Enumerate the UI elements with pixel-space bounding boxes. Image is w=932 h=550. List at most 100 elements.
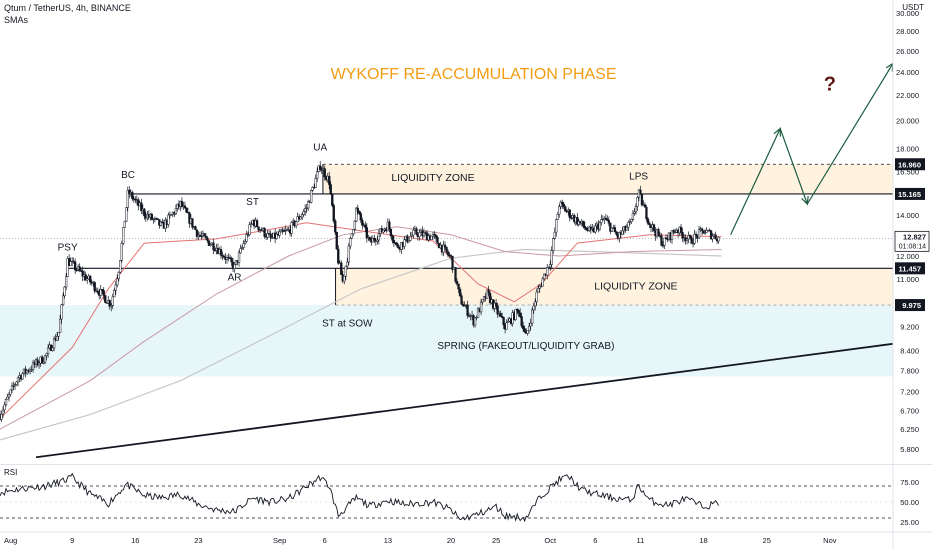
candle-body [331,193,334,206]
candle [3,401,6,414]
candle-body [305,207,308,210]
candle [221,251,224,261]
candle [461,301,465,307]
candle-body [561,201,564,205]
candle [156,218,160,221]
candle-body [702,230,705,234]
candle [364,221,367,233]
candle-body [458,288,462,296]
candle [479,298,483,316]
candle [117,271,120,282]
candle [60,303,63,324]
candle-body [104,295,107,303]
candle-body [191,218,194,228]
candle-body [52,338,56,349]
candle [389,228,393,238]
candle [598,221,601,232]
candle-body [541,278,544,287]
sma-slow-line [0,226,722,430]
candle-body [633,211,636,214]
candle [538,284,541,293]
candle [359,211,362,224]
x-tick-label: Aug [4,536,17,545]
candle-body [711,235,714,240]
candle-body [180,200,184,207]
candle-body [204,235,208,239]
candle [329,181,332,195]
candle [640,193,644,207]
candle-body [652,224,656,231]
rsi-pane [0,472,893,523]
candle [523,325,526,334]
candle-body [290,222,293,234]
candle [1,406,5,418]
candle-body [397,245,400,249]
candle [174,204,178,216]
candle-body [255,220,259,228]
candle-body [6,396,9,400]
sma-indicator-label[interactable]: SMAs [4,15,29,25]
candle [269,230,272,243]
candle [422,228,426,238]
candle [442,240,445,257]
candle-body [99,289,102,296]
candle-body [558,206,561,215]
candle [502,316,505,330]
candle-body [670,230,674,240]
candle-body [628,221,632,223]
candle-body [446,251,450,256]
candle-body [514,309,517,320]
candle [46,343,50,358]
candle [21,371,24,381]
candle [45,352,48,361]
candle-body [389,228,393,236]
candle [361,217,364,230]
zone-label-1: LIQUIDITY ZONE [594,281,677,293]
candle [16,376,20,387]
symbol-line[interactable]: Qtum / TetherUS, 4h, BINANCE [4,3,131,13]
candle [78,263,81,273]
candle-body [473,317,477,326]
candle [249,221,253,228]
candle [607,216,611,227]
candle [74,258,77,275]
candle-body [455,281,459,285]
candle [546,264,549,280]
candle-body [69,261,72,266]
candle [55,332,59,341]
candle-body [126,189,129,208]
y-tick-label: 11.000 [897,275,919,284]
candle [709,229,713,241]
candle [242,240,245,250]
candle [113,288,116,298]
candle [531,307,534,327]
candle-body [242,243,245,248]
price-marker-label: 15.165 [898,190,921,199]
candle-body [697,229,701,239]
candle [576,213,579,227]
candle [194,225,197,231]
annotation-st-at-sow: ST at SOW [322,319,373,330]
candle-body [352,229,355,235]
candle-body [693,233,696,244]
annotation-ar: AR [228,272,242,283]
candle [108,299,111,310]
candle-body [553,231,556,239]
projection-arrow-0 [773,127,781,137]
candle-body [337,248,340,264]
candle-body [86,278,89,281]
candle-body [295,221,298,227]
candle-body [564,206,567,212]
candle [643,202,647,208]
candle-body [16,377,20,383]
y-tick-label: 7.800 [900,366,919,375]
candle-body [310,190,313,203]
candle-body [3,404,6,411]
candle [691,238,695,248]
candle-body [343,275,346,282]
candle-body [714,234,717,240]
candle-body [332,205,335,222]
candle-body [550,250,553,265]
candle [96,287,99,295]
